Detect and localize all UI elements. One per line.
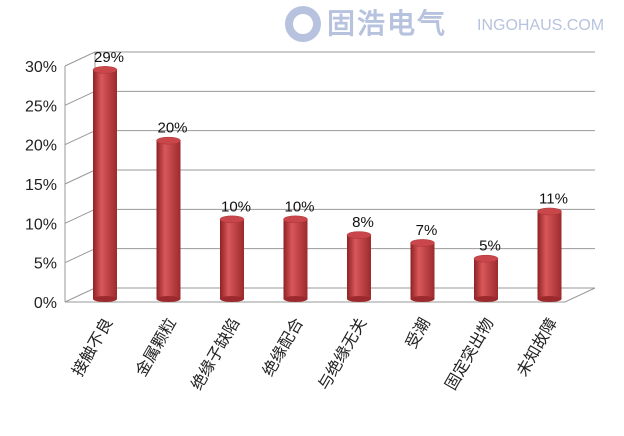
bar-base bbox=[474, 296, 498, 302]
bar-base bbox=[347, 296, 371, 302]
y-tick-label: 20% bbox=[25, 138, 57, 155]
y-tick-label: 15% bbox=[25, 177, 57, 194]
x-tick-label: 金属颗粒 bbox=[132, 315, 180, 380]
y-tick-label: 0% bbox=[34, 295, 57, 312]
bar-top bbox=[219, 215, 245, 224]
bar-top bbox=[92, 66, 118, 74]
x-tick-label: 绝缘配合 bbox=[259, 315, 307, 380]
data-label: 5% bbox=[479, 238, 501, 255]
data-label: 7% bbox=[416, 222, 438, 239]
data-label: 10% bbox=[221, 198, 251, 215]
grid-diagonal bbox=[64, 51, 96, 67]
grid-diagonal bbox=[64, 287, 96, 303]
x-tick-label: 固定突出物 bbox=[441, 315, 497, 394]
x-tick-label: 接触不良 bbox=[68, 315, 116, 380]
floor-edge bbox=[65, 287, 596, 303]
bar bbox=[474, 258, 498, 299]
bar-top bbox=[346, 231, 372, 239]
grid-diagonal bbox=[64, 90, 96, 106]
data-label: 10% bbox=[284, 198, 314, 215]
data-label: 8% bbox=[352, 214, 374, 231]
grid-diagonal bbox=[64, 248, 96, 264]
bar-base bbox=[93, 296, 117, 302]
data-label: 11% bbox=[539, 190, 568, 207]
bar bbox=[283, 219, 308, 299]
bar-base bbox=[537, 296, 562, 302]
bar bbox=[537, 211, 562, 299]
bar-base bbox=[156, 296, 181, 302]
bar bbox=[156, 140, 181, 299]
x-tick-label: 绝缘子缺陷 bbox=[187, 315, 243, 394]
x-tick-label: 与绝缘无关 bbox=[314, 315, 370, 394]
bar-base bbox=[410, 296, 435, 302]
bar bbox=[410, 242, 435, 299]
y-tick-label: 10% bbox=[25, 216, 57, 233]
bar-top bbox=[473, 254, 499, 263]
y-tick-label: 25% bbox=[25, 98, 57, 115]
data-label: 20% bbox=[157, 120, 187, 137]
bar-top bbox=[156, 136, 181, 145]
x-tick-label: 未知故障 bbox=[513, 315, 561, 380]
y-tick-label: 30% bbox=[25, 59, 57, 76]
bar-base bbox=[283, 296, 308, 302]
bar bbox=[220, 219, 244, 299]
grid-diagonal bbox=[64, 130, 96, 146]
grid-diagonal bbox=[64, 208, 96, 224]
bar-top bbox=[537, 207, 562, 216]
y-tick-label: 5% bbox=[34, 256, 57, 273]
bar bbox=[93, 69, 117, 299]
bar-top bbox=[410, 239, 435, 247]
grid-diagonal bbox=[64, 169, 96, 185]
data-label: 29% bbox=[94, 49, 124, 66]
bar bbox=[347, 235, 371, 299]
bar-top bbox=[283, 215, 308, 224]
x-tick-label: 受潮 bbox=[402, 315, 434, 352]
bar-base bbox=[220, 296, 244, 302]
